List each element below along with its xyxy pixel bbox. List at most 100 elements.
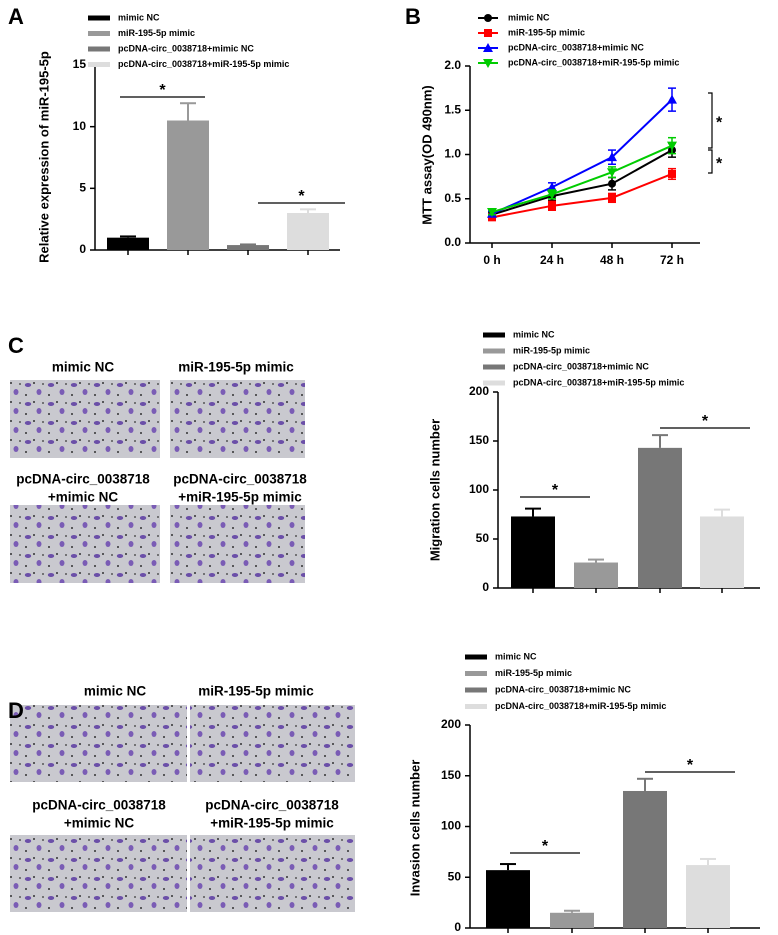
y-tick-label: 0.5 (444, 191, 461, 205)
legend-swatch (88, 62, 110, 67)
point (607, 168, 617, 178)
significance-star: * (716, 156, 723, 173)
y-tick-label: 200 (469, 384, 489, 398)
legend-swatch (465, 671, 487, 676)
micrograph (10, 380, 160, 458)
y-tick-label: 150 (441, 768, 461, 782)
y-axis-label: Invasion cells number (407, 760, 422, 897)
legend-swatch (483, 348, 505, 354)
series-line (491, 98, 673, 215)
point (608, 179, 616, 188)
bar (167, 120, 209, 250)
point (487, 208, 497, 218)
legend-swatch (88, 15, 110, 21)
y-axis-label: MTT assay(OD 490nm) (419, 85, 434, 224)
legend-label: pcDNA-circ_0038718+mimic NC (495, 684, 631, 694)
x-tick-label: 72 h (660, 253, 684, 267)
y-tick-label: 150 (469, 433, 489, 447)
point (483, 59, 493, 68)
point (608, 193, 616, 202)
micrograph-caption: +mimic NC (64, 816, 134, 831)
panel-label: D (8, 698, 24, 723)
x-tick-label: 24 h (540, 253, 564, 267)
legend-swatch (483, 364, 505, 370)
legend-label: pcDNA-circ_0038718+mimic NC (513, 361, 649, 371)
panel-label: B (405, 4, 421, 29)
legend-label: mimic NC (118, 12, 160, 22)
legend-swatch (465, 687, 487, 693)
legend-label: miR-195-5p mimic (513, 345, 590, 355)
bar (486, 870, 530, 928)
legend-label: pcDNA-circ_0038718+miR-195-5p mimic (513, 377, 684, 387)
point (607, 152, 617, 162)
bar (227, 245, 269, 250)
legend-label: mimic NC (495, 651, 537, 661)
y-tick-label: 15 (73, 57, 87, 71)
series-line (491, 144, 673, 213)
micrograph-caption: pcDNA-circ_0038718 (32, 798, 166, 813)
y-tick-label: 5 (79, 181, 86, 195)
y-tick-label: 0 (454, 920, 461, 934)
significance-bracket (708, 92, 713, 149)
bar (574, 562, 618, 588)
y-tick-label: 100 (441, 819, 461, 833)
point (547, 190, 557, 200)
bar (686, 865, 730, 928)
legend-label: pcDNA-circ_0038718+mimic NC (118, 43, 254, 53)
micrograph-caption: +miR-195-5p mimic (178, 490, 302, 505)
legend-swatch (88, 46, 110, 52)
bar (700, 516, 744, 588)
legend-swatch (483, 332, 505, 338)
micrograph-caption: +miR-195-5p mimic (210, 816, 334, 831)
micrograph (10, 835, 187, 912)
y-tick-label: 100 (469, 482, 489, 496)
significance-star: * (552, 482, 559, 499)
y-tick-label: 50 (448, 869, 462, 883)
legend-swatch (483, 380, 505, 386)
legend-label: pcDNA-circ_0038718+miR-195-5p mimic (495, 701, 666, 711)
bar (550, 912, 594, 928)
y-tick-label: 200 (441, 717, 461, 731)
point (547, 182, 557, 192)
point (667, 141, 677, 151)
legend-label: pcDNA-circ_0038718+mimic NC (508, 42, 644, 52)
micrograph-caption: mimic NC (52, 360, 115, 375)
micrograph (10, 705, 187, 782)
y-tick-label: 1.0 (444, 147, 461, 161)
series-line (491, 173, 673, 219)
y-axis-label: Migration cells number (427, 419, 442, 561)
bar (623, 790, 667, 928)
bar (511, 516, 555, 588)
significance-star: * (702, 413, 709, 430)
bar (638, 447, 682, 588)
bar (287, 213, 329, 250)
micrograph (170, 505, 305, 583)
point (483, 43, 493, 52)
significance-bracket (708, 149, 713, 174)
micrograph-images (10, 380, 355, 912)
series-line (491, 149, 673, 216)
y-tick-label: 0.0 (444, 235, 461, 249)
y-tick-label: 50 (476, 531, 490, 545)
micrograph-caption: +mimic NC (48, 490, 118, 505)
legend-swatch (465, 704, 487, 709)
micrograph (10, 505, 160, 583)
panel-label: C (8, 333, 24, 358)
legend-label: miR-195-5p mimic (118, 28, 195, 38)
x-tick-label: 48 h (600, 253, 624, 267)
point (668, 169, 676, 178)
significance-star: * (687, 757, 694, 774)
micrograph-caption: miR-195-5p mimic (178, 360, 294, 375)
legend-label: mimic NC (513, 329, 555, 339)
micrograph (190, 835, 355, 912)
micrograph-caption: mimic NC (84, 684, 147, 699)
point (548, 201, 556, 210)
y-tick-label: 1.5 (444, 102, 461, 116)
legend-label: miR-195-5p mimic (495, 668, 572, 678)
legend-label: mimic NC (508, 12, 550, 22)
significance-star: * (298, 188, 305, 205)
micrograph (170, 380, 305, 458)
micrograph-caption: pcDNA-circ_0038718 (16, 472, 150, 487)
bar (107, 237, 149, 250)
